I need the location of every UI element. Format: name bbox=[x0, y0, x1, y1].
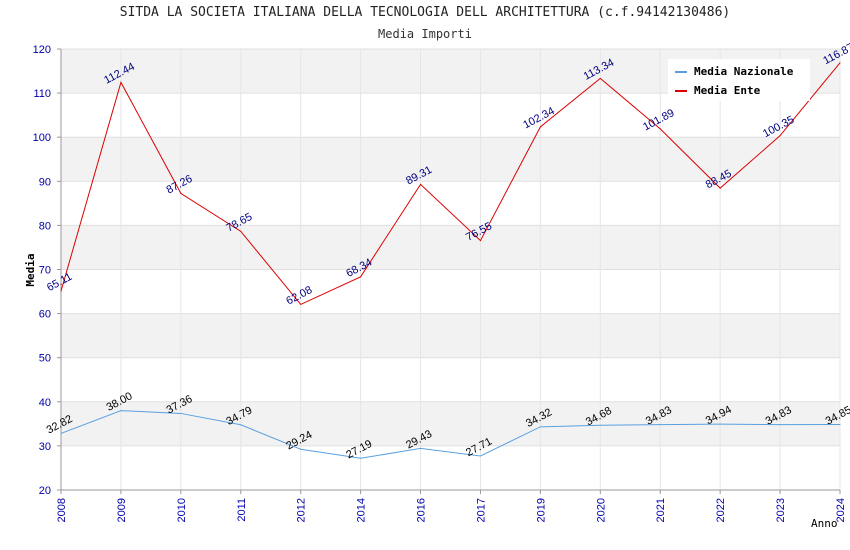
data-point bbox=[60, 290, 62, 292]
data-point bbox=[300, 303, 302, 305]
data-point bbox=[420, 183, 422, 185]
legend-label-ente: Media Ente bbox=[694, 84, 761, 97]
data-point bbox=[479, 455, 481, 457]
data-point bbox=[539, 426, 541, 428]
axes bbox=[57, 48, 841, 494]
grid-band bbox=[61, 137, 840, 182]
data-point bbox=[719, 423, 721, 425]
data-point bbox=[60, 432, 62, 434]
data-point bbox=[360, 457, 362, 459]
y-tick-label: 40 bbox=[39, 397, 51, 409]
x-tick-label: 2016 bbox=[416, 498, 428, 522]
data-point bbox=[719, 187, 721, 189]
data-point bbox=[599, 424, 601, 426]
x-tick-label: 2008 bbox=[56, 498, 68, 522]
data-point bbox=[659, 424, 661, 426]
data-point bbox=[180, 412, 182, 414]
x-tick-label: 2017 bbox=[475, 498, 487, 522]
x-tick-label: 2020 bbox=[595, 498, 607, 522]
legend-box bbox=[668, 59, 810, 101]
y-tick-label: 30 bbox=[39, 441, 51, 453]
data-point bbox=[599, 77, 601, 79]
data-point bbox=[240, 424, 242, 426]
grid-bands bbox=[61, 49, 840, 446]
series-lines bbox=[60, 62, 841, 459]
y-tick-label: 50 bbox=[39, 353, 51, 365]
data-point bbox=[300, 448, 302, 450]
x-tick-label: 2010 bbox=[176, 498, 188, 522]
chart-subtitle: Media Importi bbox=[378, 27, 472, 41]
grid-band bbox=[61, 225, 840, 270]
x-tick-label: 2014 bbox=[356, 498, 368, 522]
legend: Media Nazionale Media Ente bbox=[668, 59, 810, 101]
series-line-ente bbox=[60, 62, 841, 306]
x-tick-label: 2023 bbox=[775, 498, 787, 522]
data-label: 102.34 bbox=[521, 105, 556, 131]
y-tick-label: 90 bbox=[39, 176, 51, 188]
data-point bbox=[779, 424, 781, 426]
data-point bbox=[120, 81, 122, 83]
x-tick-label: 2021 bbox=[655, 498, 667, 522]
data-point bbox=[839, 62, 841, 64]
data-label: 101.89 bbox=[641, 107, 676, 133]
x-tick-label: 2011 bbox=[236, 498, 248, 522]
x-tick-label: 2022 bbox=[715, 498, 727, 522]
y-tick-label: 110 bbox=[33, 88, 51, 100]
data-point bbox=[839, 424, 841, 426]
data-point bbox=[779, 135, 781, 137]
grid-band bbox=[61, 313, 840, 358]
x-tick-label: 2024 bbox=[835, 498, 847, 522]
y-tick-label: 60 bbox=[39, 309, 51, 321]
chart-title: SITDA LA SOCIETA ITALIANA DELLA TECNOLOG… bbox=[119, 5, 731, 20]
y-axis-label: Media bbox=[24, 253, 37, 286]
y-tick-label: 120 bbox=[33, 44, 51, 56]
x-tick-label: 2019 bbox=[535, 498, 547, 522]
legend-label-nazionale: Media Nazionale bbox=[694, 65, 794, 78]
data-point bbox=[180, 192, 182, 194]
y-tick-label: 70 bbox=[39, 265, 51, 277]
data-point bbox=[539, 126, 541, 128]
y-tick-label: 100 bbox=[33, 132, 51, 144]
data-point bbox=[420, 447, 422, 449]
x-tick-label: 2012 bbox=[296, 498, 308, 522]
series-line-nazionale bbox=[60, 410, 841, 459]
data-point bbox=[120, 410, 122, 412]
data-point bbox=[240, 230, 242, 232]
y-tick-label: 80 bbox=[39, 220, 51, 232]
x-tick-labels: 2008 2009 2010 2011 2012 2014 2016 2017 2019 2020… bbox=[56, 498, 847, 522]
data-point bbox=[659, 128, 661, 130]
x-tick-label: 2009 bbox=[116, 498, 128, 522]
x-axis-label: Anno bbox=[811, 517, 838, 530]
data-point bbox=[360, 276, 362, 278]
y-tick-labels: 20 30 40 50 60 70 80 90 100 110 120 bbox=[33, 44, 51, 497]
data-point bbox=[479, 240, 481, 242]
data-label: 62.08 bbox=[284, 284, 314, 308]
y-tick-label: 20 bbox=[39, 485, 51, 497]
